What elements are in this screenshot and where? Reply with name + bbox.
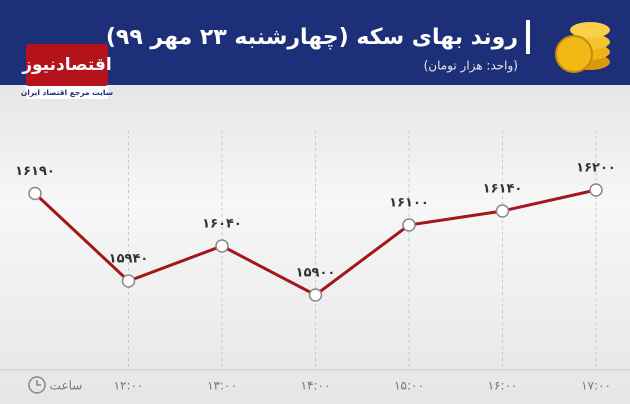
x-tick-label: ۱۷:۰۰ — [581, 379, 611, 393]
x-tick-label: ۱۳:۰۰ — [207, 379, 237, 393]
point — [28, 186, 42, 201]
point — [495, 204, 510, 218]
value-label: ۱۶۱۰۰ — [389, 196, 429, 211]
coin-icon — [555, 22, 610, 73]
value-label: ۱۵۹۴۰ — [109, 252, 149, 267]
value-label: ۱۶۱۹۰ — [15, 164, 55, 179]
point — [589, 183, 603, 197]
point — [215, 239, 229, 253]
x-tick-label: ۱۲:۰۰ — [114, 379, 144, 393]
value-label: ۱۶۲۰۰ — [576, 161, 616, 176]
x-axis-label: ساعت — [50, 379, 83, 393]
value-label: ۱۶۱۴۰ — [483, 182, 523, 197]
point — [308, 288, 323, 302]
logo-tagline: سایت مرجع اقتصاد ایران — [21, 88, 113, 97]
logo-strip — [26, 86, 108, 99]
logo — [26, 44, 108, 86]
point — [121, 274, 136, 288]
point — [402, 218, 416, 232]
x-tick-label: ۱۶:۰۰ — [488, 379, 518, 393]
chart-subtitle: (واحد: هزار تومان) — [424, 59, 518, 74]
logo-text: اقتصادنیوز — [21, 55, 112, 75]
value-label: ۱۵۹۰۰ — [296, 266, 336, 281]
clock-hands — [36, 380, 41, 386]
title-bar — [526, 20, 530, 54]
value-label: ۱۶۰۴۰ — [202, 217, 242, 232]
chart-title: روند بهای سکه (چهارشنبه ۲۳ مهر ۹۹) — [106, 25, 518, 50]
x-tick-label: ۱۵:۰۰ — [394, 379, 424, 393]
x-tick-label: ۱۴:۰۰ — [301, 379, 331, 393]
clock-icon — [28, 376, 46, 394]
